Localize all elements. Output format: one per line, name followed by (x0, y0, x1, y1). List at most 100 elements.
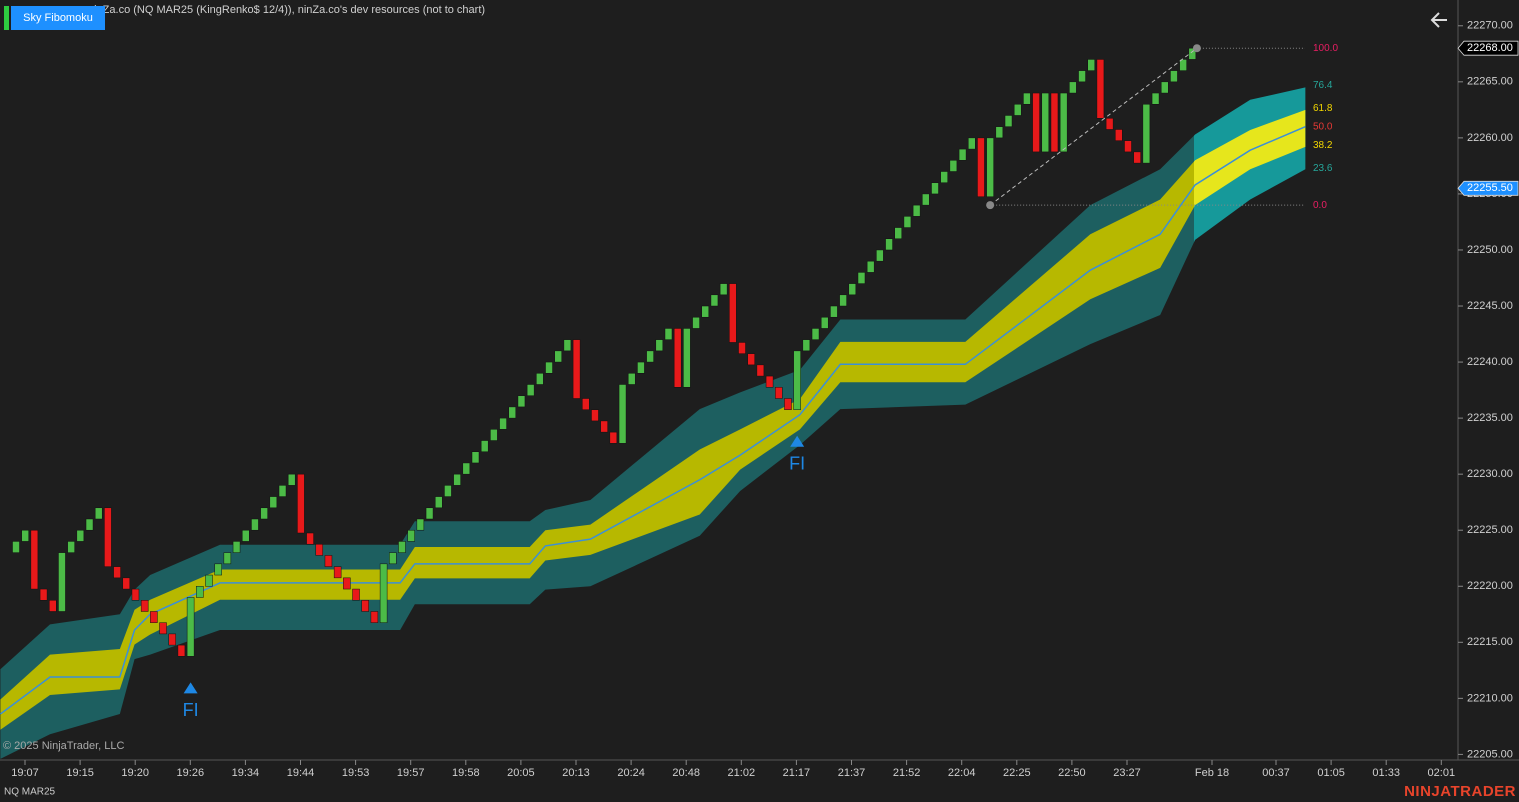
candle (333, 566, 342, 579)
candle (820, 316, 829, 329)
candle (949, 160, 958, 172)
candle (701, 305, 709, 318)
candle (637, 361, 645, 374)
candle (526, 384, 535, 396)
candle (1161, 81, 1169, 94)
cloud-midline (0, 125, 1306, 715)
x-tick-label: 19:57 (397, 767, 425, 779)
x-tick-label: 19:34 (232, 767, 260, 779)
candle (407, 529, 415, 542)
x-tick-label: 01:33 (1372, 767, 1400, 779)
candle (922, 193, 930, 206)
plot (12, 47, 1197, 694)
x-tick-label: 19:44 (287, 767, 315, 779)
candle (729, 283, 737, 343)
candle (58, 552, 66, 612)
candle (122, 577, 131, 590)
candle (352, 588, 360, 601)
candle (398, 541, 406, 553)
candle (471, 451, 480, 464)
candle (1124, 140, 1132, 153)
candle (306, 532, 314, 545)
candle (618, 384, 627, 444)
candle (260, 507, 268, 520)
candle (287, 473, 296, 486)
x-tick-label: 21:17 (783, 767, 811, 779)
y-tick-label: 22265.00 (1467, 76, 1513, 88)
candle (830, 305, 838, 318)
candle (499, 417, 507, 430)
candle (140, 600, 149, 612)
candle (21, 529, 29, 542)
candle (370, 611, 379, 623)
x-tick-label: 21:02 (728, 767, 756, 779)
x-tick-label: 22:50 (1058, 767, 1086, 779)
candle (30, 529, 39, 590)
candle (205, 574, 213, 587)
candle (756, 364, 765, 377)
candle (609, 431, 618, 444)
x-tick-label: 19:20 (121, 767, 149, 779)
x-tick-label: 19:58 (452, 767, 480, 779)
candle (1188, 47, 1197, 60)
fib-level-label: 61.8 (1313, 103, 1333, 114)
copyright: © 2025 NinjaTrader, LLC (3, 740, 124, 752)
candle (416, 518, 425, 531)
candle (995, 126, 1004, 139)
candle (94, 507, 103, 520)
candle (1087, 59, 1095, 71)
y-tick-label: 22235.00 (1467, 412, 1513, 424)
fib-level-label: 76.4 (1313, 80, 1333, 91)
signal-arrow (183, 682, 198, 694)
fib-diagonal (989, 47, 1198, 206)
candle (747, 353, 755, 366)
candle (297, 473, 305, 534)
candle (1105, 118, 1114, 130)
candle (591, 409, 599, 422)
indicator-button[interactable] (11, 6, 105, 30)
y-tick-label: 22240.00 (1467, 356, 1513, 368)
candle (1050, 92, 1059, 153)
signal-label: FI (183, 700, 199, 720)
fib-level-label: 0.0 (1313, 200, 1327, 211)
x-tick-label: 20:24 (617, 767, 645, 779)
candle (379, 563, 388, 623)
fib-anchor (986, 201, 995, 210)
y-tick-label: 22220.00 (1467, 580, 1513, 592)
fib-level-label: 38.2 (1313, 140, 1333, 151)
candle (480, 440, 489, 452)
candle (1142, 103, 1151, 164)
candle (1023, 92, 1031, 105)
candle (232, 541, 241, 553)
candle (793, 350, 801, 410)
candle (1096, 59, 1105, 119)
y-tick-label: 22210.00 (1467, 692, 1513, 704)
x-tick-label: 19:26 (177, 767, 205, 779)
x-tick-label: 22:25 (1003, 767, 1031, 779)
cloud (0, 87, 1306, 759)
candle (159, 622, 167, 635)
candle (839, 294, 847, 307)
indicator-status (4, 6, 9, 30)
back-arrow[interactable] (1430, 12, 1447, 28)
candle (278, 485, 287, 497)
indicator-button-label[interactable]: Sky Fibomoku (23, 12, 93, 24)
candle (627, 373, 636, 385)
candle (545, 361, 553, 374)
candle (1179, 59, 1187, 71)
candle (242, 529, 250, 542)
candle (425, 507, 434, 520)
candle (1115, 129, 1123, 141)
candle (1013, 103, 1022, 116)
candle (150, 611, 158, 623)
fib-level-label: 23.6 (1313, 163, 1333, 174)
candle (1170, 70, 1178, 83)
candle (113, 566, 121, 579)
price-badge-label: 22268.00 (1467, 42, 1513, 54)
candle (434, 496, 443, 509)
cloud-inner-future (1194, 109, 1306, 208)
candle (315, 543, 324, 556)
x-tick-label: 21:37 (838, 767, 866, 779)
candle (1004, 115, 1013, 127)
candle (802, 339, 811, 352)
